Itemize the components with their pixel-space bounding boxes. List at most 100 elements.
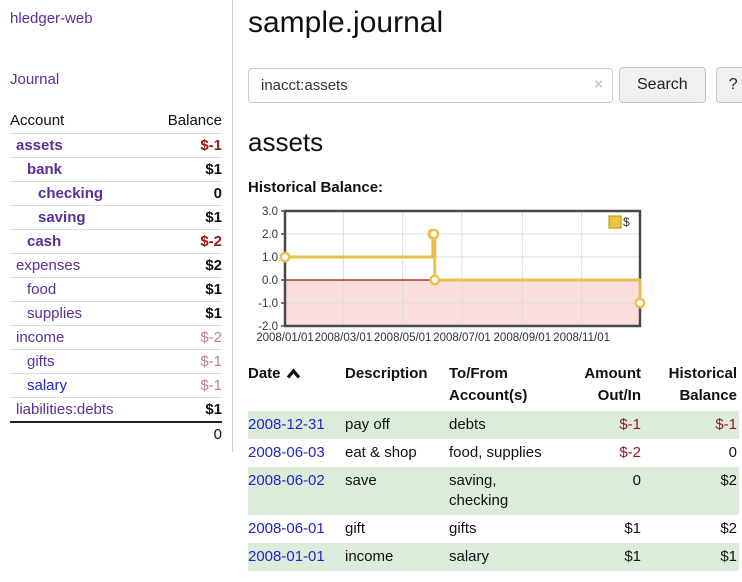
column-header-to-from: To/From Account(s) <box>449 365 528 404</box>
chart-title: Historical Balance: <box>248 179 384 196</box>
transaction-accounts: salary <box>449 548 490 565</box>
transaction-balance: $1 <box>720 548 737 565</box>
help-button[interactable]: ? <box>715 67 742 103</box>
transaction-description: pay off <box>345 416 390 433</box>
svg-text:2008/03/01: 2008/03/01 <box>315 332 373 344</box>
svg-text:-1.0: -1.0 <box>258 298 278 310</box>
transaction-date-link[interactable]: 2008-06-02 <box>248 472 325 489</box>
svg-text:2008/11/01: 2008/11/01 <box>553 332 610 344</box>
account-link-bank[interactable]: bank <box>27 161 63 178</box>
accounts-table-header: Account Balance <box>10 109 222 134</box>
svg-text:-2.0: -2.0 <box>258 321 278 333</box>
account-balance: $-2 <box>149 325 222 350</box>
transactions-table: Date Description To/From Account(s) Amount Ou… <box>248 361 739 571</box>
transaction-balance: $-1 <box>715 416 737 433</box>
account-balance: $1 <box>149 205 222 230</box>
clear-search-icon[interactable]: × <box>594 75 603 93</box>
svg-text:2008/09/01: 2008/09/01 <box>494 332 552 344</box>
svg-text:2.0: 2.0 <box>262 229 278 241</box>
svg-text:0.0: 0.0 <box>262 275 278 287</box>
accounts-total-value: 0 <box>149 421 222 446</box>
sidebar-item-journal[interactable]: Journal <box>10 71 60 88</box>
main-content: sample.journal × Search ? assets Histori… <box>233 0 742 571</box>
account-balance: $1 <box>149 157 222 182</box>
search-button[interactable]: Search <box>619 67 706 103</box>
transaction-accounts: saving, checking <box>449 472 509 509</box>
column-header-historical: Historical Balance <box>668 365 737 404</box>
account-link-food[interactable]: food <box>27 281 57 298</box>
accounts-total-row: 0 <box>10 421 222 446</box>
accounts-column-balance: Balance <box>167 112 222 129</box>
account-row: liabilities:debts $1 <box>10 397 222 422</box>
transactions-header-row: Date Description To/From Account(s) Amount Ou… <box>248 361 739 411</box>
account-row: checking 0 <box>10 181 222 206</box>
account-balance: $2 <box>149 253 222 278</box>
account-balance: $-2 <box>149 229 222 254</box>
svg-text:2008/05/01: 2008/05/01 <box>374 332 432 344</box>
transaction-row: 2008-06-01 gift gifts $1 $2 <box>248 515 739 543</box>
transaction-description: eat & shop <box>345 444 417 461</box>
account-row: cash $-2 <box>10 229 222 254</box>
transaction-description: gift <box>345 520 366 537</box>
sort-ascending-icon <box>286 368 300 379</box>
transaction-amount: $1 <box>624 548 641 565</box>
account-row: gifts $-1 <box>10 349 222 374</box>
account-row: assets $-1 <box>10 133 222 158</box>
account-row: saving $1 <box>10 205 222 230</box>
search-input[interactable] <box>248 67 613 103</box>
transaction-accounts: gifts <box>449 520 477 537</box>
transaction-date-link[interactable]: 2008-01-01 <box>248 548 325 565</box>
transaction-description: income <box>345 548 394 565</box>
transaction-description: save <box>345 472 377 489</box>
legend-swatch <box>608 215 622 229</box>
account-row: expenses $2 <box>10 253 222 278</box>
account-link-gifts[interactable]: gifts <box>27 353 55 370</box>
transaction-row: 2008-06-02 save saving, checking 0 $2 <box>248 467 739 515</box>
legend-label: $ <box>623 215 630 229</box>
column-header-description: Description <box>345 365 428 382</box>
app-title-link[interactable]: hledger-web <box>10 10 93 27</box>
account-balance: $1 <box>149 397 222 422</box>
account-balance: 0 <box>149 181 222 206</box>
accounts-column-account: Account <box>10 112 65 129</box>
search-box: × <box>248 67 613 103</box>
page-title: sample.journal <box>248 6 444 39</box>
transaction-date-link[interactable]: 2008-12-31 <box>248 416 325 433</box>
transaction-amount: $-2 <box>619 444 641 461</box>
transaction-balance: $2 <box>720 520 737 537</box>
account-link-expenses[interactable]: expenses <box>16 257 81 274</box>
transaction-balance: $2 <box>720 472 737 489</box>
transaction-amount: 0 <box>632 472 641 489</box>
account-link-assets[interactable]: assets <box>16 137 63 154</box>
account-link-checking[interactable]: checking <box>38 185 104 202</box>
account-link-income[interactable]: income <box>16 329 65 346</box>
column-header-amount: Amount Out/In <box>584 365 641 404</box>
search-row: × Search ? <box>248 67 742 103</box>
account-row: food $1 <box>10 277 222 302</box>
svg-text:2008/07/01: 2008/07/01 <box>433 332 491 344</box>
account-link-liabilities-debts[interactable]: liabilities:debts <box>16 401 114 418</box>
column-header-date[interactable]: Date <box>248 361 345 411</box>
svg-text:3.0: 3.0 <box>262 206 278 218</box>
transaction-accounts: debts <box>449 416 486 433</box>
account-link-cash[interactable]: cash <box>27 233 62 250</box>
transaction-amount: $-1 <box>619 416 641 433</box>
account-row: income $-2 <box>10 325 222 350</box>
account-link-saving[interactable]: saving <box>38 209 86 226</box>
account-link-supplies[interactable]: supplies <box>27 305 83 322</box>
accounts-table: Account Balance assets $-1 bank $1 checking 0… <box>10 109 222 446</box>
transaction-amount: $1 <box>624 520 641 537</box>
sidebar: hledger-web Journal Account Balance asse… <box>0 0 233 452</box>
transaction-row: 2008-06-03 eat & shop food, supplies $-2 0 <box>248 439 739 467</box>
account-balance: $-1 <box>149 349 222 374</box>
account-row: supplies $1 <box>10 301 222 326</box>
transaction-date-link[interactable]: 2008-06-01 <box>248 520 325 537</box>
svg-text:1.0: 1.0 <box>262 252 278 264</box>
svg-text:2008/01/01: 2008/01/01 <box>256 332 314 344</box>
transaction-date-link[interactable]: 2008-06-03 <box>248 444 325 461</box>
transaction-accounts: food, supplies <box>449 444 542 461</box>
account-link-salary[interactable]: salary <box>27 377 68 394</box>
account-balance: $1 <box>149 301 222 326</box>
